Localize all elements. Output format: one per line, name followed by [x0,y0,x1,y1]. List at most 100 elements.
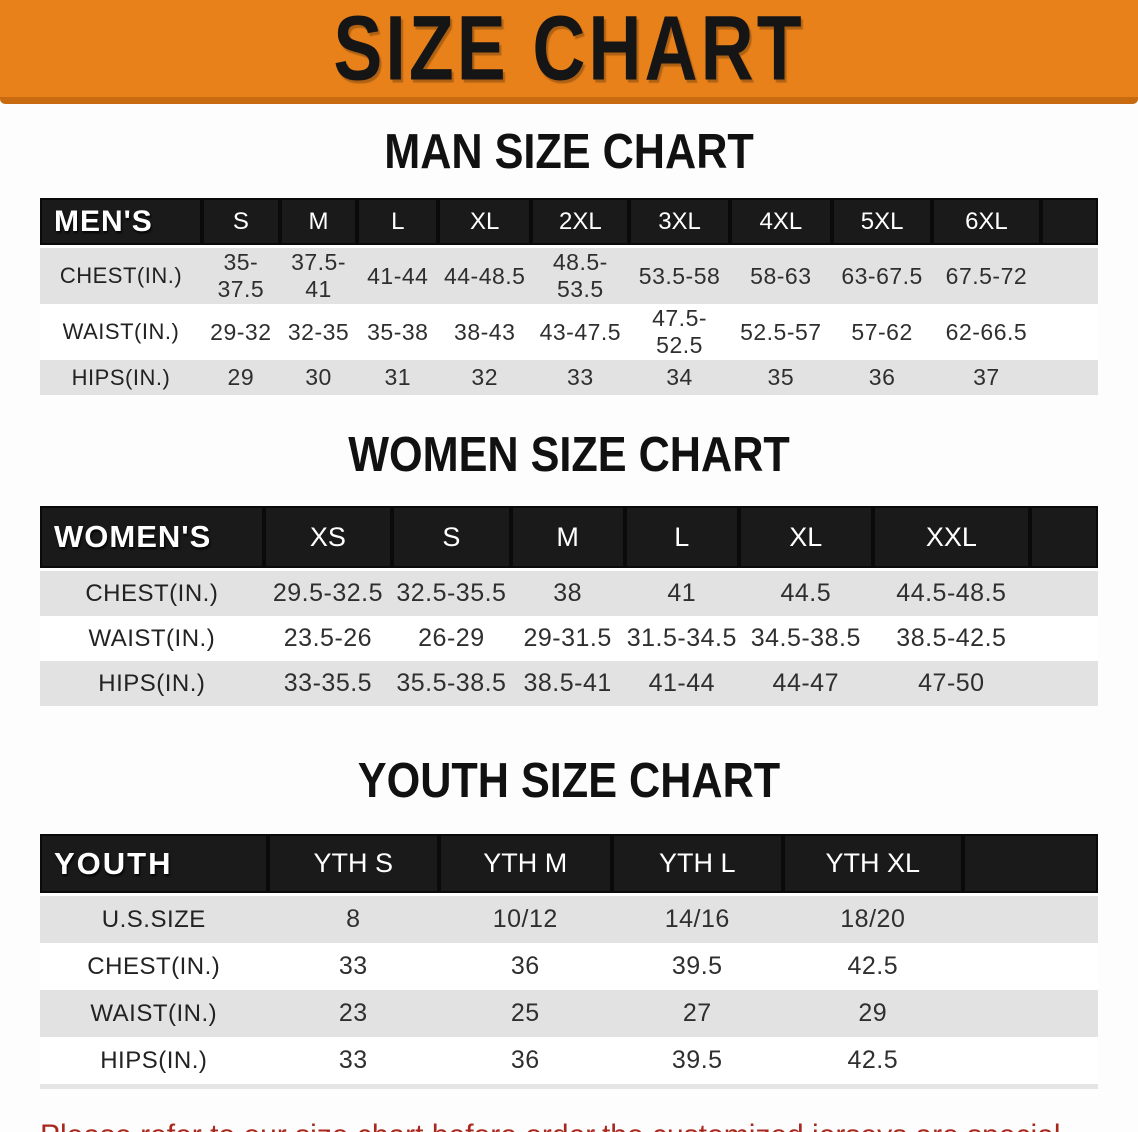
column-header-xl: XL [738,506,873,571]
women-row-waistin: WAIST(IN.) 23.5-26 26-29 29-31.5 31.5-34.5 34… [40,616,1098,661]
size-value: 58-63 [729,246,832,304]
size-value: 34.5-38.5 [738,616,873,661]
size-value: 29-31.5 [510,616,625,661]
row-filler [1030,616,1098,661]
column-header-yth-m: YTH M [439,834,612,896]
size-value: 36 [439,943,612,990]
row-label: CHEST(IN.) [40,943,268,990]
column-header-m: M [279,198,358,248]
size-value: 63-67.5 [831,246,933,304]
size-value: 41-44 [357,246,439,304]
size-value: 29.5-32.5 [263,569,393,616]
women-row-chestin: CHEST(IN.) 29.5-32.5 32.5-35.5 38 41 44.5 44.5… [40,569,1098,616]
size-value: 34 [629,360,730,395]
size-value: 35 [729,360,832,395]
row-label: CHEST(IN.) [40,569,264,616]
size-value: 32-35 [279,304,358,360]
man-size-table: MEN'S S M L XL 2XL 3XL 4XL 5XL 6XL CHEST(IN.) 35-37… [40,198,1098,395]
row-label: CHEST(IN.) [40,246,202,304]
size-value: 31.5-34.5 [624,616,739,661]
size-value: 52.5-57 [729,304,832,360]
disclaimer-line-1: Please refer to our size chart before or… [40,1111,1108,1132]
row-filler [962,943,1098,990]
size-value: 39.5 [611,1037,783,1087]
size-value: 41-44 [624,661,739,706]
header-filler [1040,198,1098,248]
size-value: 48.5-53.5 [531,246,630,304]
women-size-table: WOMEN'S XS S M L XL XXL CHEST(IN.) 29.5-32.5 32.5… [40,506,1098,706]
youth-header-label: YOUTH [40,834,268,896]
column-header-6xl: 6XL [932,198,1041,248]
men-row-hipsin: HIPS(IN.) 29 30 31 32 33 34 35 36 37 [40,360,1098,395]
size-value: 29 [782,990,963,1037]
size-value: 53.5-58 [629,246,730,304]
youth-size-chart-title: YOUTH SIZE CHART [357,754,781,808]
column-header-5xl: 5XL [831,198,933,248]
size-value: 29 [201,360,280,395]
size-value: 38.5-42.5 [872,616,1031,661]
man-size-chart-title: MAN SIZE CHART [384,125,754,179]
row-filler [1040,304,1098,360]
size-value: 25 [439,990,612,1037]
size-value: 10/12 [439,894,612,943]
size-value: 47-50 [872,661,1031,706]
size-value: 41 [624,569,739,616]
column-header-xxl: XXL [872,506,1031,571]
youth-size-table: YOUTH YTH S YTH M YTH L YTH XL U.S.SIZE 8 10/12… [40,834,1098,1089]
column-header-3xl: 3XL [629,198,730,248]
size-value: 32.5-35.5 [392,569,511,616]
row-filler [1030,569,1098,616]
size-value: 44.5-48.5 [872,569,1031,616]
row-label: HIPS(IN.) [40,661,264,706]
youth-row-ussize: U.S.SIZE 8 10/12 14/16 18/20 [40,894,1098,943]
size-value: 39.5 [611,943,783,990]
size-value: 27 [611,990,783,1037]
women-header-row: WOMEN'S XS S M L XL XXL [40,506,1098,571]
column-header-yth-s: YTH S [267,834,440,896]
column-header-xs: XS [263,506,393,571]
size-value: 44-48.5 [438,246,532,304]
column-header-m: M [510,506,625,571]
row-label: WAIST(IN.) [40,616,264,661]
men-row-chestin: CHEST(IN.) 35-37.5 37.5-41 41-44 44-48.5 48.5… [40,246,1098,304]
size-value: 33 [531,360,630,395]
row-filler [962,990,1098,1037]
column-header-l: L [624,506,739,571]
row-label: WAIST(IN.) [40,990,268,1037]
row-filler [962,1037,1098,1087]
size-value: 33 [267,1037,440,1087]
row-label: HIPS(IN.) [40,360,202,395]
column-header-4xl: 4XL [729,198,832,248]
youth-row-chestin: CHEST(IN.) 33 36 39.5 42.5 [40,943,1098,990]
row-label: HIPS(IN.) [40,1037,268,1087]
size-value: 38-43 [438,304,532,360]
row-filler [962,894,1098,943]
size-value: 30 [279,360,358,395]
row-label: U.S.SIZE [40,894,268,943]
banner: SIZE CHART [0,0,1138,104]
row-filler [1030,661,1098,706]
column-header-s: S [392,506,511,571]
size-value: 26-29 [392,616,511,661]
banner-title: SIZE CHART [333,0,805,100]
men-row-waistin: WAIST(IN.) 29-32 32-35 35-38 38-43 43-47.5 47.… [40,304,1098,360]
size-value: 23.5-26 [263,616,393,661]
header-filler [1030,506,1098,571]
size-value: 36 [439,1037,612,1087]
header-filler [962,834,1098,896]
size-value: 44-47 [738,661,873,706]
size-value: 42.5 [782,1037,963,1087]
column-header-l: L [357,198,439,248]
women-size-chart-title: WOMEN SIZE CHART [348,428,790,482]
column-header-yth-xl: YTH XL [782,834,963,896]
size-value: 67.5-72 [932,246,1041,304]
size-value: 38.5-41 [510,661,625,706]
size-value: 47.5-52.5 [629,304,730,360]
size-value: 36 [831,360,933,395]
size-value: 33-35.5 [263,661,393,706]
size-value: 62-66.5 [932,304,1041,360]
size-value: 23 [267,990,440,1037]
size-value: 32 [438,360,532,395]
size-value: 37 [932,360,1041,395]
